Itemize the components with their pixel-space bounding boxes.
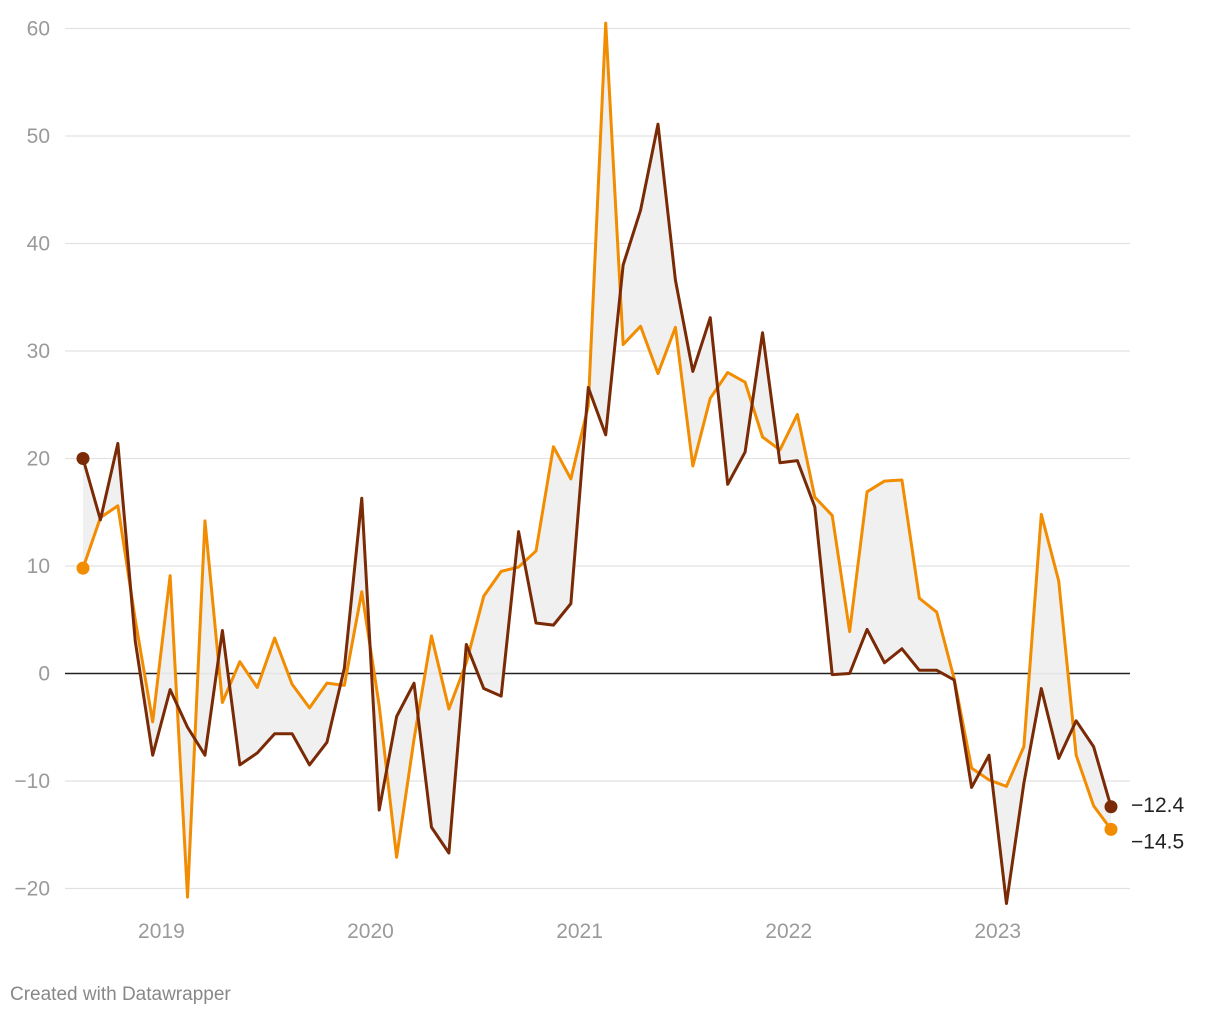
y-tick-label: 30 bbox=[27, 340, 50, 363]
difference-area bbox=[83, 23, 1111, 904]
y-tick-label: 0 bbox=[38, 663, 50, 686]
x-tick-label: 2020 bbox=[347, 920, 394, 943]
y-axis: −20 −10 0 10 20 30 40 50 60 bbox=[14, 18, 50, 901]
y-tick-label: −20 bbox=[14, 878, 50, 901]
y-tick-label: 20 bbox=[27, 448, 50, 471]
end-labels: −14.5 −12.4 bbox=[1131, 794, 1184, 854]
y-tick-label: 40 bbox=[27, 233, 50, 256]
x-tick-label: 2023 bbox=[974, 920, 1021, 943]
end-marker bbox=[1104, 822, 1118, 836]
start-marker bbox=[76, 561, 90, 575]
start-marker bbox=[76, 452, 90, 465]
series-line bbox=[81, 21, 1113, 899]
y-tick-label: 60 bbox=[27, 18, 50, 41]
end-value-label: −14.5 bbox=[1131, 830, 1184, 853]
end-markers bbox=[76, 452, 1118, 836]
y-tick-label: 10 bbox=[27, 555, 50, 578]
y-tick-label: 50 bbox=[27, 125, 50, 148]
series-lines bbox=[81, 21, 1113, 906]
x-tick-label: 2021 bbox=[556, 920, 603, 943]
x-axis: 2019 2020 2021 2022 2023 bbox=[138, 920, 1021, 943]
end-marker bbox=[1104, 800, 1118, 814]
x-tick-label: 2022 bbox=[765, 920, 812, 943]
series-line bbox=[81, 122, 1113, 906]
credit-text: Created with Datawrapper bbox=[10, 984, 231, 1005]
x-tick-label: 2019 bbox=[138, 920, 185, 943]
difference-band bbox=[83, 23, 1111, 904]
y-tick-label: −10 bbox=[14, 770, 50, 793]
end-value-label: −12.4 bbox=[1131, 794, 1184, 817]
